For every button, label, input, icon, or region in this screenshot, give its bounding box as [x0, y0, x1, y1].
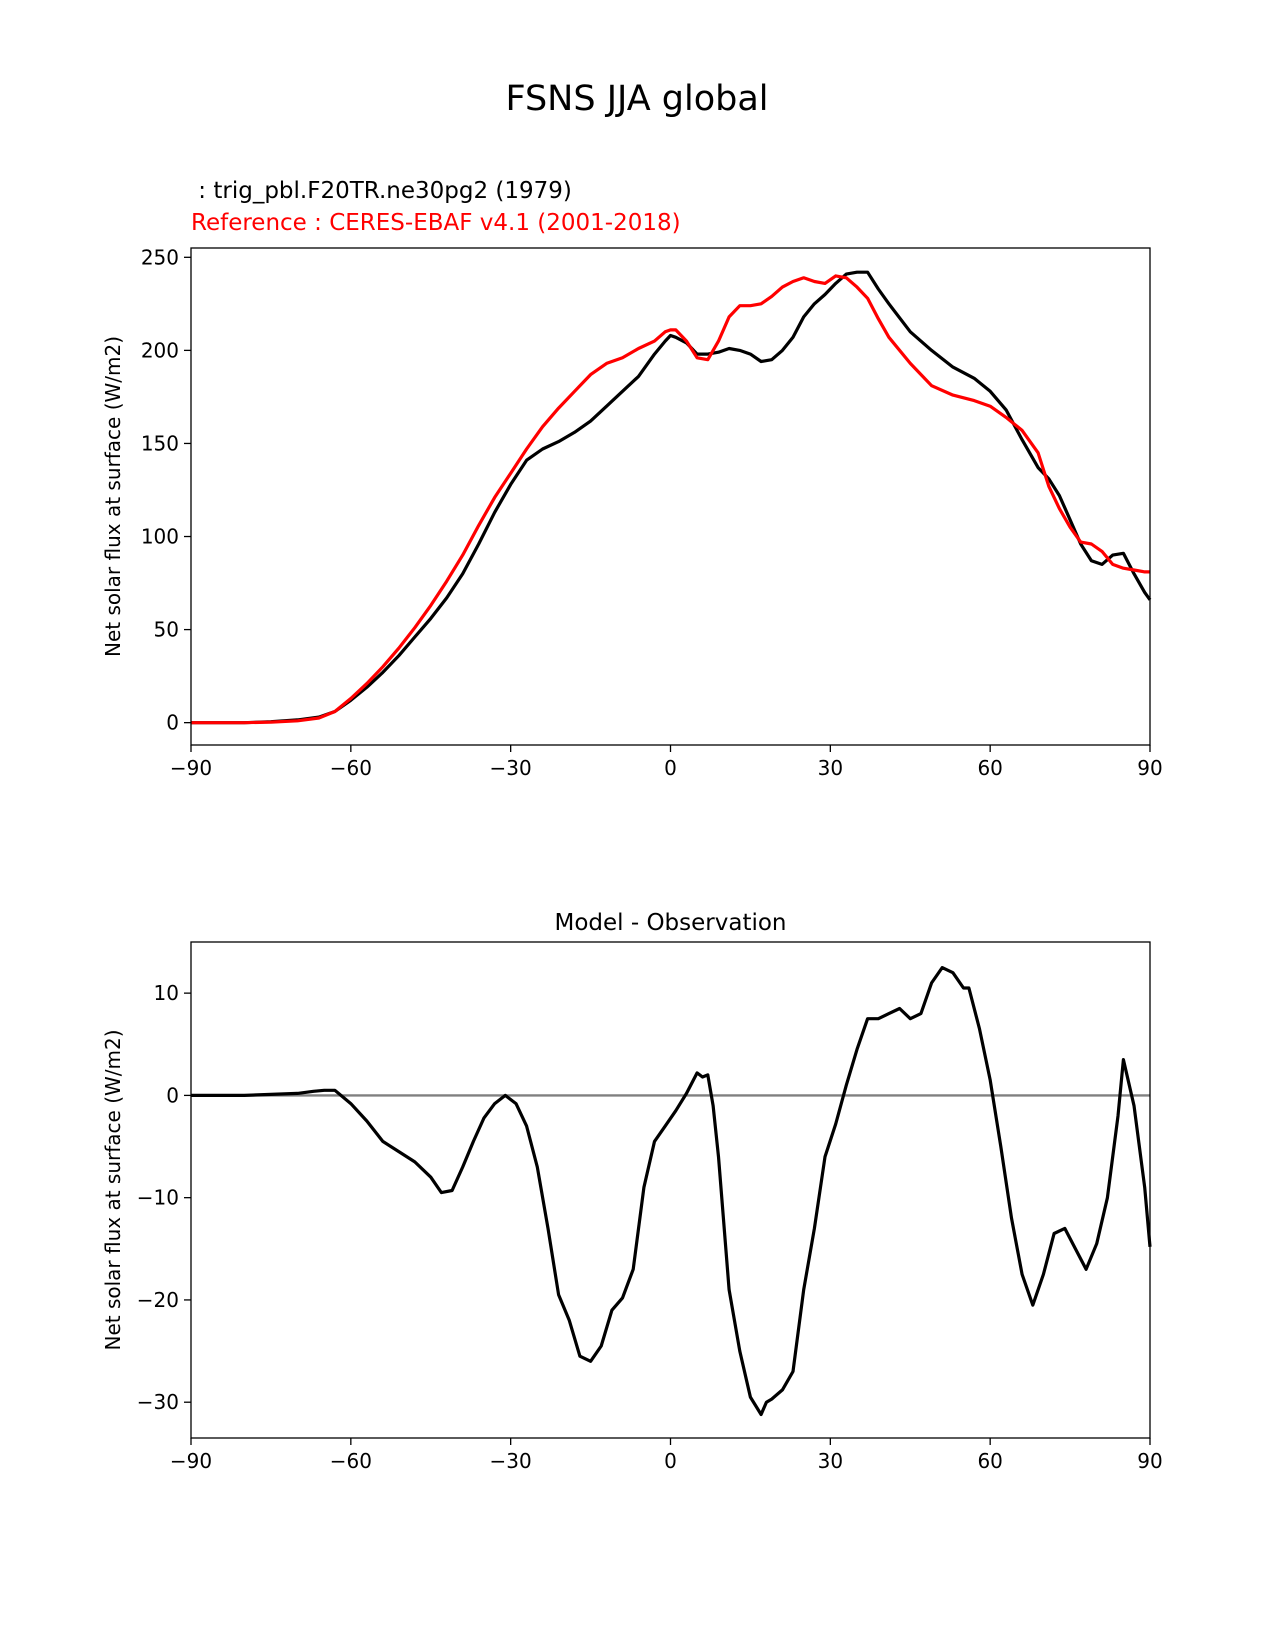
series-line-1: [191, 274, 1150, 725]
x-tick-label: −90: [170, 1449, 212, 1473]
x-tick-label: 60: [977, 1449, 1002, 1473]
y-axis-label: Net solar flux at surface (W/m2): [101, 336, 125, 657]
y-tick-label: 100: [141, 525, 179, 549]
y-tick-label: 0: [166, 711, 179, 735]
x-tick-label: 30: [818, 1449, 843, 1473]
plot-title: Model - Observation: [554, 910, 786, 936]
series-line-0: [191, 270, 1152, 725]
x-tick-label: −90: [170, 756, 212, 780]
series-line-0: [191, 965, 1152, 1417]
y-tick-label: −30: [137, 1390, 179, 1414]
y-tick-label: −10: [137, 1186, 179, 1210]
reference-label: Reference : CERES-EBAF v4.1 (2001-2018): [191, 210, 681, 236]
y-tick-label: 0: [166, 1083, 179, 1107]
y-tick-label: 10: [154, 981, 179, 1005]
x-tick-label: −30: [490, 1449, 532, 1473]
y-tick-label: 200: [141, 338, 179, 362]
y-tick-label: 150: [141, 431, 179, 455]
bottom-panel-difference-plot: Model - Observation Net solar flux at sur…: [101, 910, 1163, 1473]
y-axis-label: Net solar flux at surface (W/m2): [101, 1029, 125, 1350]
x-tick-label: 90: [1137, 1449, 1162, 1473]
axes-frame: [190, 247, 1151, 746]
x-tick-label: 90: [1137, 756, 1162, 780]
y-tick-label: −20: [137, 1288, 179, 1312]
x-tick-label: −60: [330, 1449, 372, 1473]
figure-title: FSNS JJA global: [505, 79, 768, 119]
x-tick-label: −60: [330, 756, 372, 780]
x-tick-label: 30: [818, 756, 843, 780]
y-tick-label: 50: [154, 618, 179, 642]
test-case-label: : trig_pbl.F20TR.ne30pg2 (1979): [191, 178, 572, 204]
x-tick-label: 0: [664, 756, 677, 780]
x-tick-label: 60: [977, 756, 1002, 780]
x-tick-label: 0: [664, 1449, 677, 1473]
top-panel-flux-plot: Net solar flux at surface (W/m2) −90 −60 −3…: [101, 245, 1163, 780]
y-tick-label: 250: [141, 245, 179, 269]
x-tick-label: −30: [490, 756, 532, 780]
